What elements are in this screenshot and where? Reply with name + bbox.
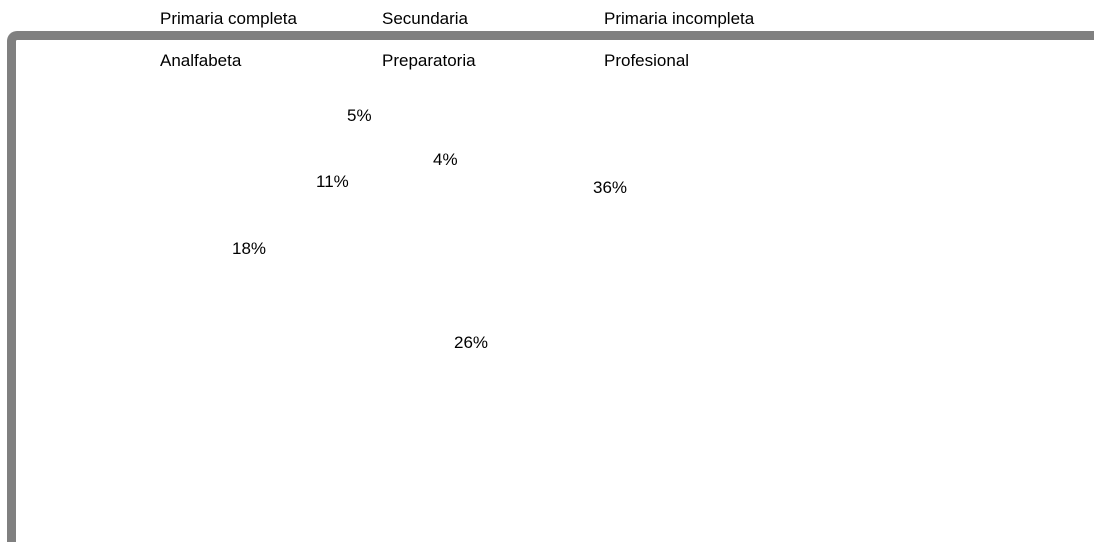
legend-entry-preparatoria: Preparatoria [382,51,476,70]
data-label-profesional: 4% [433,150,458,169]
data-label-analfabeta: 11% [316,172,349,191]
legend-entry-profesional: Profesional [604,51,690,70]
data-label-primaria-completa: 36% [593,178,628,197]
legend-entry-analfabeta: Analfabeta [160,51,242,70]
chart-frame [7,31,1094,542]
data-label-preparatoria: 5% [347,106,372,125]
legend-entry-primaria-completa: Primaria completa [160,9,297,28]
data-label-primaria-incompleta: 18% [232,239,267,258]
data-label-secundaria: 26% [454,333,489,352]
legend-entry-primaria-incompleta: Primaria incompleta [604,9,755,28]
legend-entry-secundaria: Secundaria [382,9,469,28]
